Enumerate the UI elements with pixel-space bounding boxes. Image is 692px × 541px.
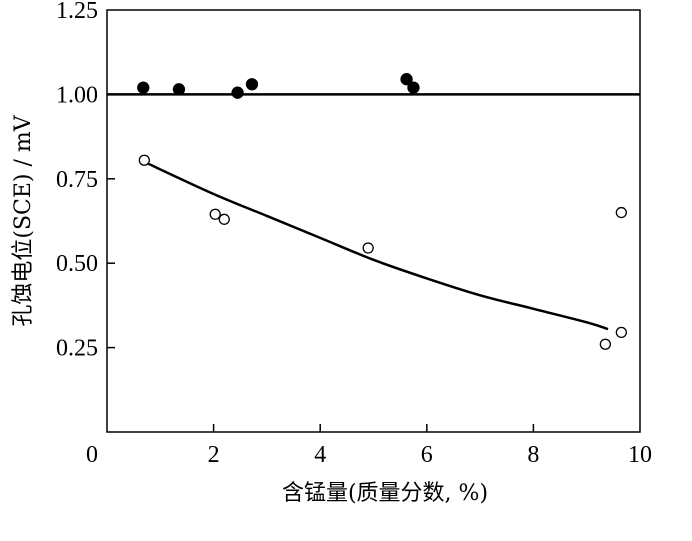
x-tick-label: 4 xyxy=(314,442,326,468)
filled-data-point xyxy=(407,81,420,94)
filled-data-point xyxy=(172,83,186,96)
y-tick-label: 1.00 xyxy=(56,82,98,108)
x-tick-label: 2 xyxy=(208,442,220,468)
x-axis-title: 含锰量(质量分数, %) xyxy=(282,481,488,506)
x-tick-label: 8 xyxy=(527,442,539,468)
open-data-point xyxy=(615,206,627,219)
filled-data-point xyxy=(231,86,244,99)
plot-frame xyxy=(106,9,641,433)
open-data-point xyxy=(615,326,627,339)
x-origin-label: 0 xyxy=(86,442,98,468)
open-data-point xyxy=(138,154,150,166)
filled-data-point xyxy=(400,73,413,86)
open-data-point xyxy=(362,242,374,254)
y-tick-label: 0.50 xyxy=(56,251,98,277)
x-tick-label: 10 xyxy=(628,442,652,468)
open-data-point xyxy=(599,338,612,350)
open-data-point xyxy=(209,208,221,220)
y-tick-label: 0.25 xyxy=(56,336,98,362)
y-axis-ticks: 0.25 0.50 0.75 1.00 1.25 xyxy=(56,0,115,362)
y-tick-label: 1.25 xyxy=(56,0,98,24)
x-axis-ticks: 2 4 6 8 10 xyxy=(208,424,652,468)
filled-data-point xyxy=(245,78,259,91)
x-tick-label: 6 xyxy=(421,442,433,468)
filled-data-point xyxy=(137,81,150,94)
y-axis-title: 孔蚀电位(SCE) / mV xyxy=(11,114,36,326)
y-tick-label: 0.75 xyxy=(56,167,98,193)
fit-curve xyxy=(143,160,609,331)
open-data-point xyxy=(218,213,230,225)
data-points xyxy=(137,73,627,350)
